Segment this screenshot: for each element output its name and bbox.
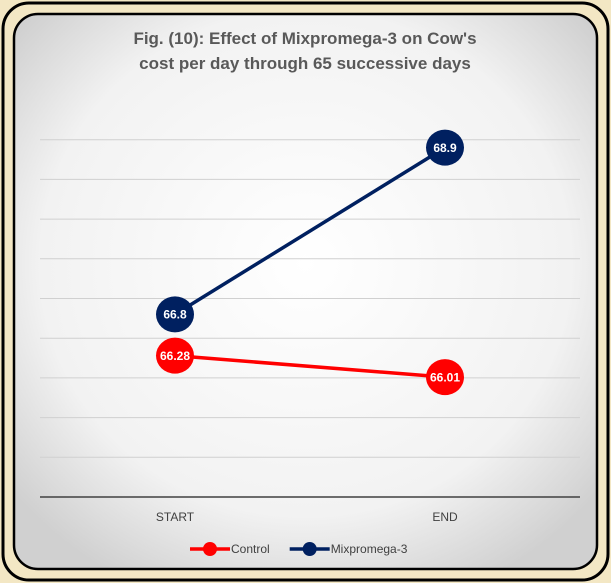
chart-title: Fig. (10): Effect of Mixpromega-3 on Cow… [133,29,476,73]
marker [426,129,464,166]
title-line: Fig. (10): Effect of Mixpromega-3 on Cow… [133,29,476,48]
marker [426,359,464,396]
legend-label: Control [231,542,270,556]
title-line: cost per day through 65 successive days [139,54,471,73]
legend-marker [203,542,217,556]
legend-label: Mixpromega-3 [331,542,408,556]
legend-marker [302,542,317,556]
x-tick-label: END [432,510,458,524]
line [174,353,446,379]
line [174,146,446,316]
marker [156,337,194,374]
marker [156,296,194,333]
chart-panel [12,12,599,571]
data-label: 66.01 [430,370,460,384]
data-label: 66.8 [163,308,187,322]
data-label: 68.9 [433,141,457,155]
x-tick-label: START [156,510,195,524]
data-label: 66.28 [160,349,190,363]
